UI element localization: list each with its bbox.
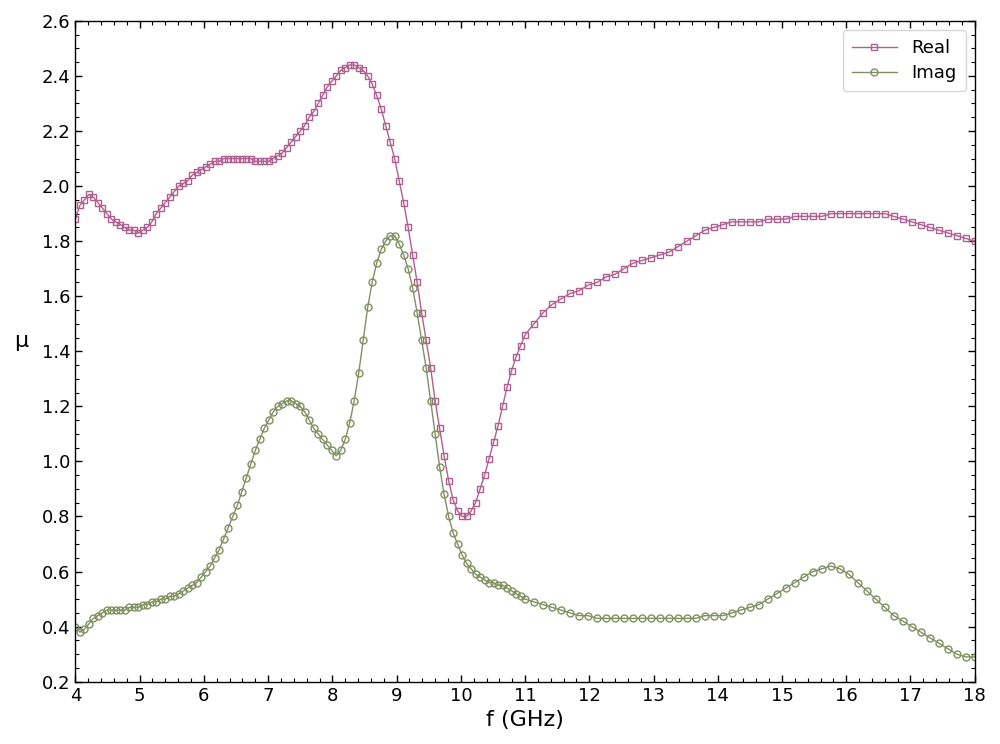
Imag (573, 611, 585, 620)
Real (488, 437, 500, 446)
Y-axis label: μ: μ (14, 331, 28, 351)
X-axis label: f (GHz): f (GHz) (486, 710, 564, 730)
Imag (384, 231, 396, 240)
Imag (960, 652, 972, 661)
Imag (969, 652, 981, 661)
Imag (308, 424, 320, 433)
Real (582, 280, 594, 289)
Legend: Real, Imag: Real, Imag (843, 30, 966, 92)
Imag (69, 622, 81, 631)
Line: Imag: Imag (72, 232, 978, 661)
Imag (951, 650, 963, 658)
Real (960, 234, 972, 243)
Real (69, 215, 81, 224)
Real (456, 512, 468, 521)
Imag (483, 578, 495, 587)
Real (402, 223, 414, 232)
Real (344, 60, 356, 69)
Imag (501, 583, 513, 592)
Real (308, 107, 320, 116)
Real (969, 237, 981, 246)
Real (506, 366, 518, 375)
Imag (402, 264, 414, 273)
Line: Real: Real (72, 62, 978, 520)
